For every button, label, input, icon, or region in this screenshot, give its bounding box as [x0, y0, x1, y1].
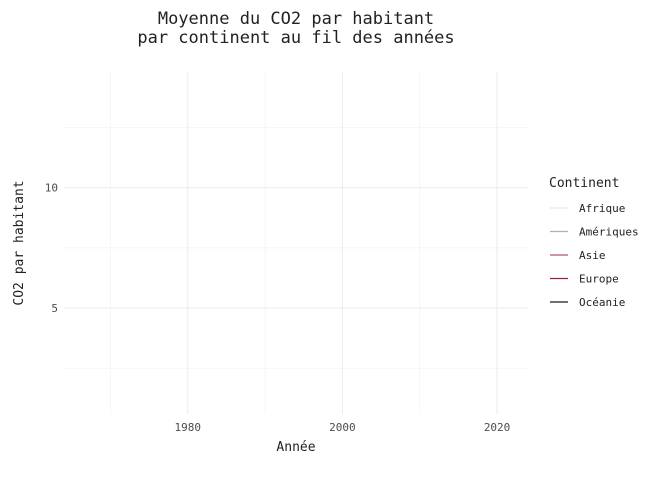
- legend-label: Asie: [579, 249, 606, 262]
- legend-item: Afrique: [550, 202, 625, 215]
- gridlines: [64, 72, 528, 414]
- chart-title-line-2: par continent au fil des années: [137, 28, 454, 48]
- x-tick-label: 2020: [484, 421, 511, 434]
- legend-label: Europe: [579, 273, 619, 286]
- legend-item: Europe: [550, 273, 619, 286]
- y-tick-label: 5: [51, 302, 58, 315]
- y-axis-title: CO2 par habitant: [12, 180, 27, 305]
- legend-label: Amériques: [579, 226, 639, 239]
- legend-label: Océanie: [579, 296, 625, 309]
- y-axis-ticks: 5 10: [45, 182, 58, 315]
- chart-title-line-1: Moyenne du CO2 par habitant: [158, 9, 434, 29]
- legend-item: Amériques: [550, 226, 639, 239]
- x-axis-ticks: 1980 2000 2020: [174, 421, 510, 434]
- y-tick-label: 10: [45, 182, 58, 195]
- legend-item: Océanie: [550, 296, 625, 309]
- x-axis-title: Année: [276, 440, 315, 455]
- x-tick-label: 2000: [329, 421, 356, 434]
- legend: Continent Afrique Amériques Asie Europe Océa…: [549, 176, 639, 309]
- legend-item: Asie: [550, 249, 606, 262]
- legend-title: Continent: [549, 176, 619, 191]
- x-tick-label: 1980: [174, 421, 201, 434]
- legend-label: Afrique: [579, 202, 625, 215]
